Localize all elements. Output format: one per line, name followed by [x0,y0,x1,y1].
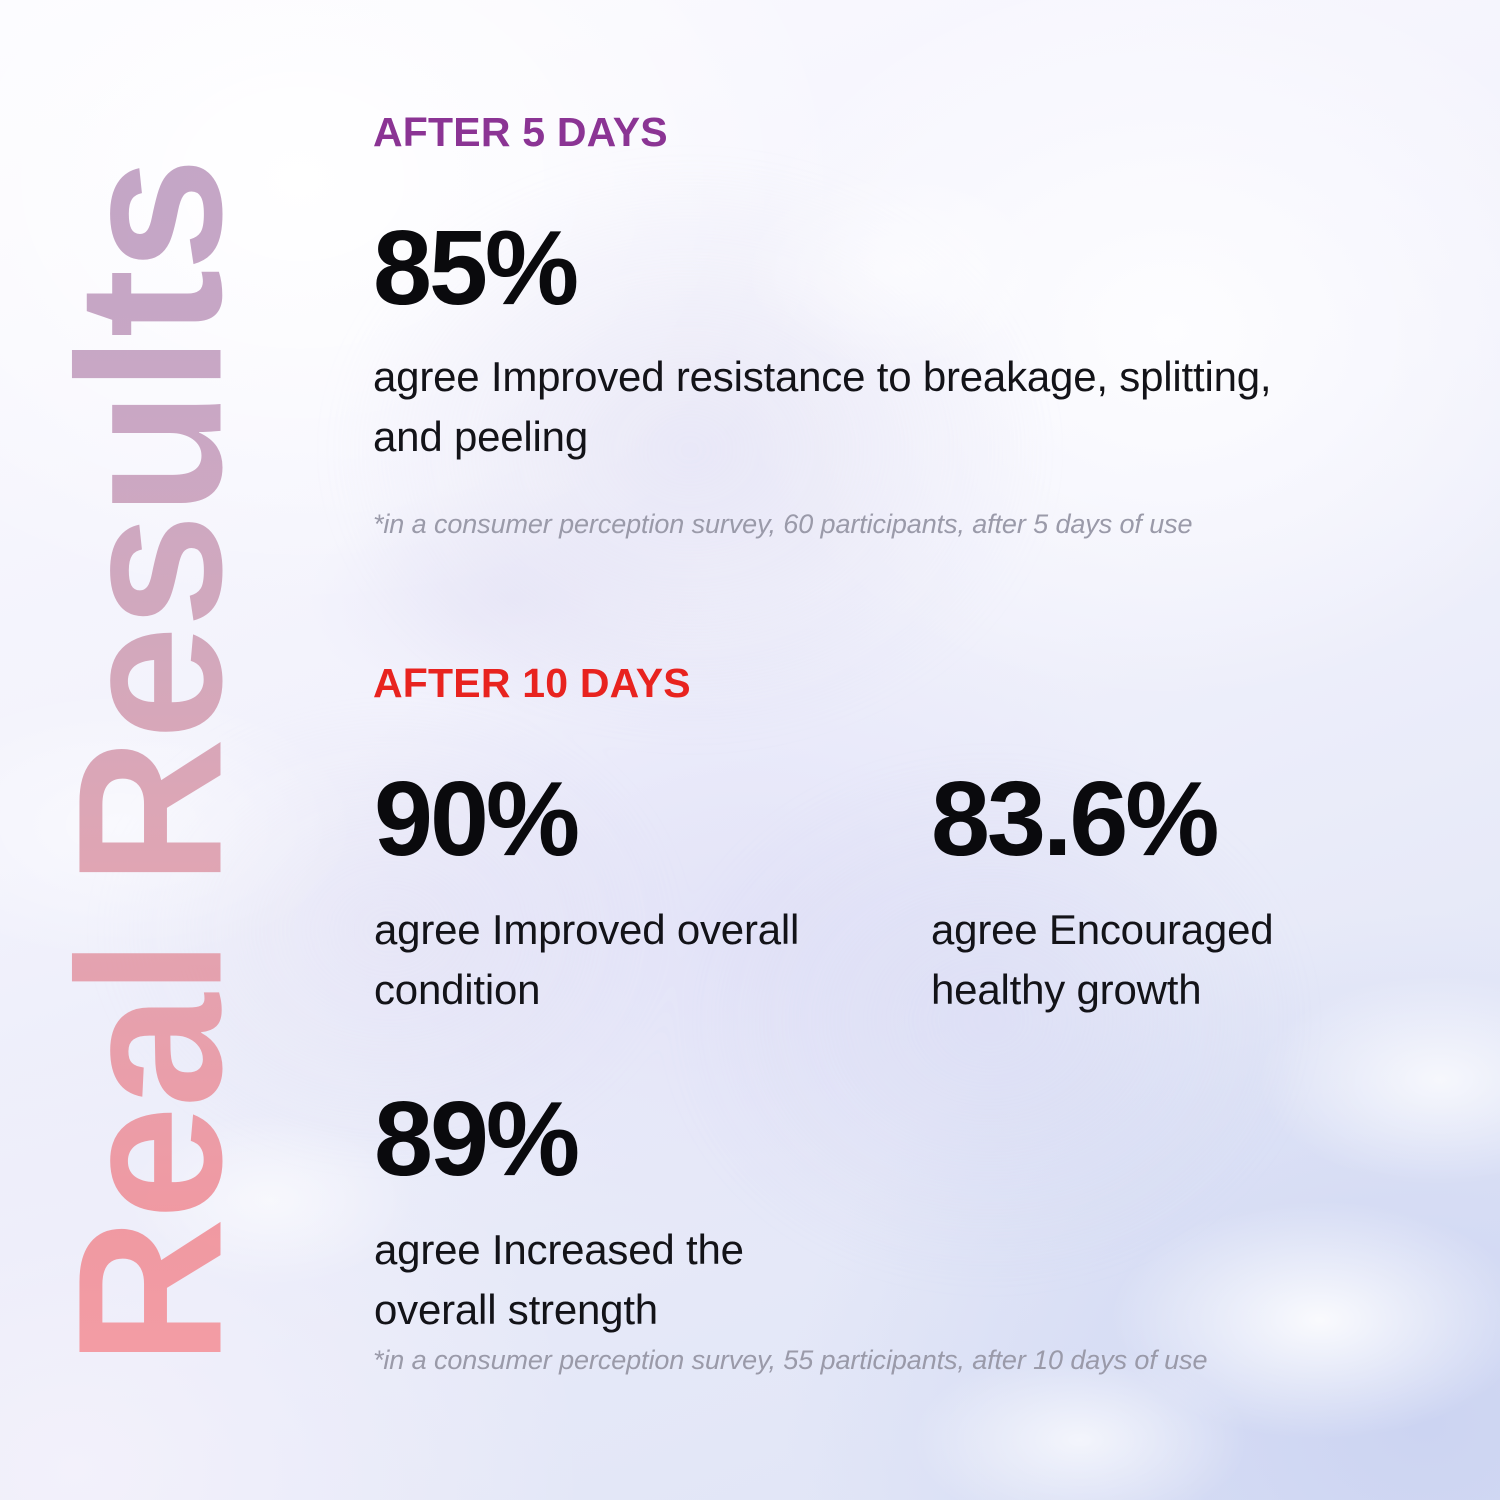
stat-value-83-6-percent: 83.6% [931,760,1220,878]
stat-description-85-percent: agree Improved resistance to breakage, s… [373,353,1272,460]
vertical-title-real-results: Real Results [36,93,265,1433]
footnote-10-days: *in a consumer perception survey, 55 par… [373,1345,1208,1375]
stat-value-85-percent: 85% [373,209,579,327]
results-content-column: AFTER 5 DAYS 85% agree Improved resistan… [373,0,1373,1500]
stat-card-89-percent: 89% agree Increased the overall strength [374,1086,844,1339]
section-after-5-days: AFTER 5 DAYS 85% agree Improved resistan… [373,112,1333,541]
stat-card-83-6-percent: 83.6% agree Encouraged healthy growth [931,766,1361,1019]
stat-description-83-6-percent: agree Encouraged healthy growth [931,906,1274,1013]
stat-value-90-percent: 90% [374,760,580,878]
section-eyebrow-after-10-days: AFTER 10 DAYS [373,660,691,706]
footnote-5-days: *in a consumer perception survey, 60 par… [373,509,1193,540]
stat-card-90-percent: 90% agree Improved overall condition [374,766,804,1019]
stat-value-89-percent: 89% [374,1080,580,1198]
section-eyebrow-after-5-days: AFTER 5 DAYS [373,109,668,155]
stat-description-89-percent: agree Increased the overall strength [374,1226,744,1333]
stat-description-90-percent: agree Improved overall condition [374,906,800,1013]
